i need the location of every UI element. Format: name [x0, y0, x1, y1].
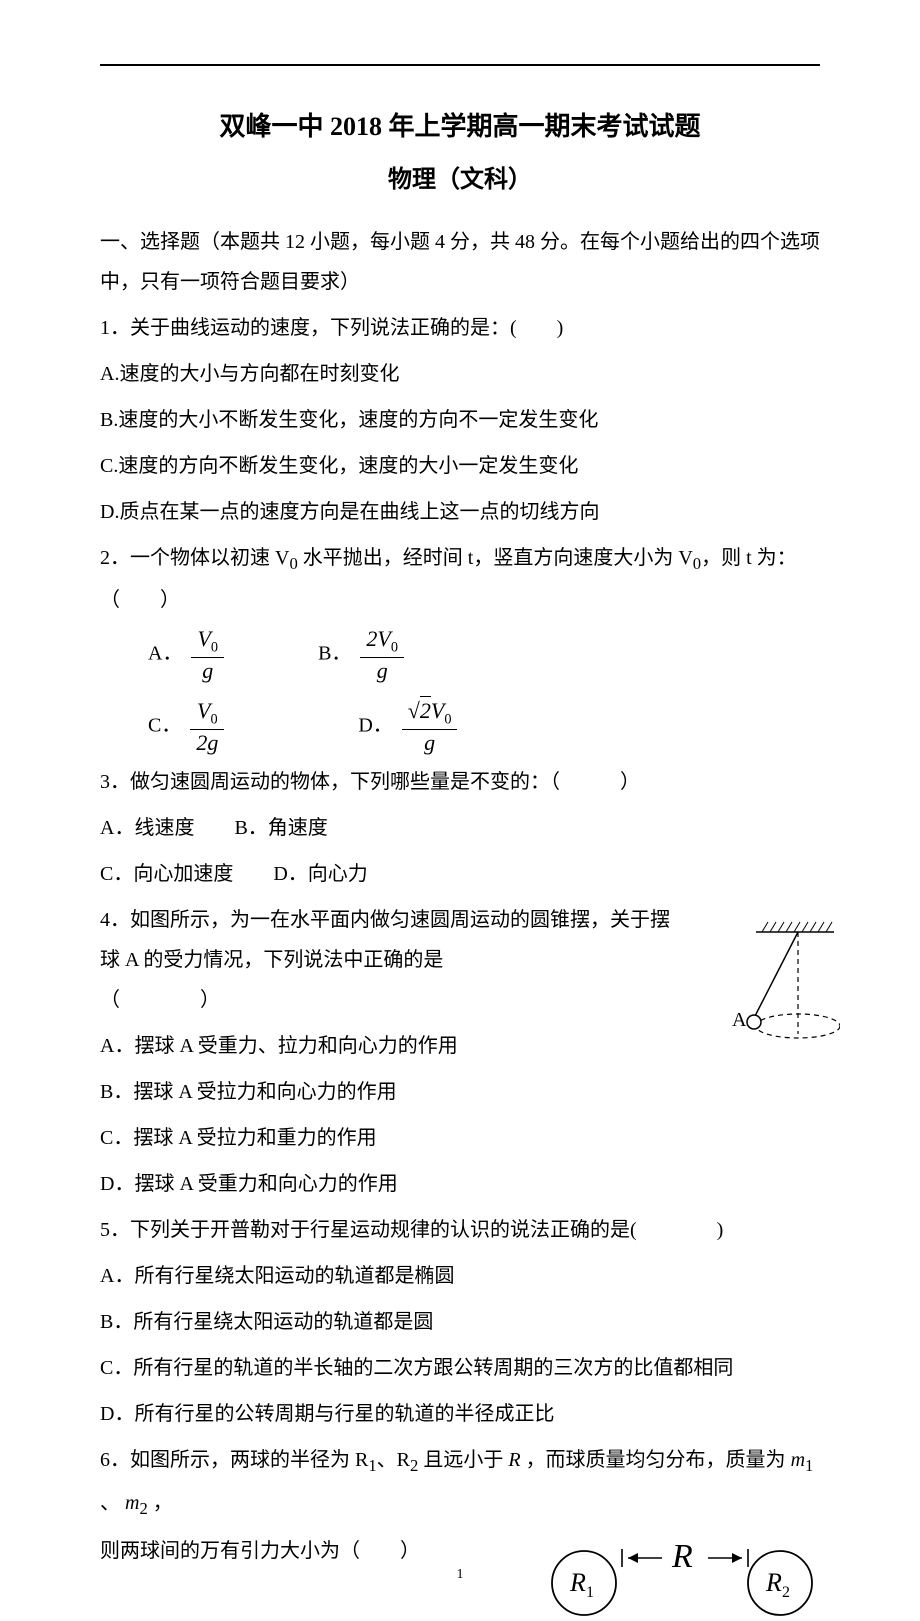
q6-mid1: 、R	[377, 1449, 410, 1471]
q2-sub1: 0	[693, 554, 701, 573]
q1-stem: 1．关于曲线运动的速度，下列说法正确的是：( )	[100, 308, 820, 348]
exam-page: 双峰一中 2018 年上学期高一期末考试试题 物理（文科） 一、选择题（本题共 …	[0, 0, 920, 1617]
q6-post: ，	[148, 1492, 173, 1514]
top-rule	[100, 64, 820, 66]
q2-D-frac: √2V0 g	[402, 698, 458, 756]
q5-optC: C．所有行星的轨道的半长轴的二次方跟公转周期的三次方的比值都相同	[100, 1348, 820, 1388]
q5-optD: D．所有行星的公转周期与行星的轨道的半径成正比	[100, 1394, 820, 1434]
q1-optB: B.速度的大小不断发生变化，速度的方向不一定发生变化	[100, 400, 820, 440]
q4-optB: B．摆球 A 受拉力和向心力的作用	[100, 1072, 820, 1112]
q6-label-R2-sub: 2	[782, 1584, 790, 1601]
q4-label-A: A	[732, 1009, 747, 1031]
q2-D-label: D．	[358, 715, 392, 737]
q2-A-frac: V0 g	[191, 626, 224, 684]
q5-optB: B．所有行星绕太阳运动的轨道都是圆	[100, 1302, 820, 1342]
q4-block: A 4．如图所示，为一在水平面内做匀速圆周运动的圆锥摆，关于摆球 A 的受力情况…	[100, 900, 820, 1204]
q6-s1: 1	[368, 1456, 376, 1475]
q4-optC: C．摆球 A 受拉力和重力的作用	[100, 1118, 820, 1158]
q6-stem: 6．如图所示，两球的半径为 R1、R2 且远小于 R ，而球质量均匀分布，质量为…	[100, 1440, 820, 1525]
q2-B-frac: 2V0 g	[360, 626, 404, 684]
section-intro: 一、选择题（本题共 12 小题，每小题 4 分，共 48 分。在每个小题给出的四…	[100, 222, 820, 302]
q6-m2s: 2	[139, 1499, 147, 1518]
q2-B-label: B．	[318, 643, 351, 665]
q2-A-label: A．	[148, 643, 182, 665]
q4-figure: A	[710, 918, 840, 1048]
q2-row2: C． V0 2g D． √2V0 g	[100, 698, 820, 756]
q6-R: R	[508, 1449, 520, 1471]
q2-C-frac: V0 2g	[190, 698, 224, 756]
q2-stem: 2．一个物体以初速 V0 水平抛出，经时间 t，竖直方向速度大小为 V0，则 t…	[100, 538, 820, 620]
q6-mid3: ，而球质量均匀分布，质量为	[521, 1449, 791, 1471]
page-number: 1	[0, 1567, 920, 1583]
q6-line2-wrap: 则两球间的万有引力大小为（ ） R R 1 R 2	[100, 1531, 820, 1571]
q5-optA: A．所有行星绕太阳运动的轨道都是椭圆	[100, 1256, 820, 1296]
q5-stem: 5．下列关于开普勒对于行星运动规律的认识的说法正确的是( )	[100, 1210, 820, 1250]
q2-row1: A． V0 g B． 2V0 g	[100, 626, 820, 684]
q1-optC: C.速度的方向不断发生变化，速度的大小一定发生变化	[100, 446, 820, 486]
q6-label-R1-sub: 1	[586, 1584, 594, 1601]
q1-optD: D.质点在某一点的速度方向是在曲线上这一点的切线方向	[100, 492, 820, 532]
page-title: 双峰一中 2018 年上学期高一期末考试试题	[100, 106, 820, 143]
q6-m2: m	[125, 1492, 139, 1514]
q1-optA: A.速度的大小与方向都在时刻变化	[100, 354, 820, 394]
q3-stem: 3．做匀速圆周运动的物体，下列哪些量是不变的：（ ）	[100, 762, 820, 802]
q2-stem-mid: 水平抛出，经时间 t，竖直方向速度大小为 V	[298, 547, 693, 569]
page-subtitle: 物理（文科）	[100, 159, 820, 194]
q4-optD: D．摆球 A 受重力和向心力的作用	[100, 1164, 820, 1204]
q6-m1s: 1	[805, 1456, 813, 1475]
q6-mid2: 且远小于	[418, 1449, 508, 1471]
q6-m1: m	[791, 1449, 805, 1471]
q2-sub0: 0	[289, 554, 297, 573]
q6-s2: 2	[410, 1456, 418, 1475]
q3-row1: A．线速度 B．角速度	[100, 808, 820, 848]
q6-sep: 、	[100, 1492, 125, 1514]
q2-C-label: C．	[148, 715, 181, 737]
q3-row2: C．向心加速度 D．向心力	[100, 854, 820, 894]
q2-stem-pre: 2．一个物体以初速 V	[100, 547, 289, 569]
q6-pre: 6．如图所示，两球的半径为 R	[100, 1449, 368, 1471]
